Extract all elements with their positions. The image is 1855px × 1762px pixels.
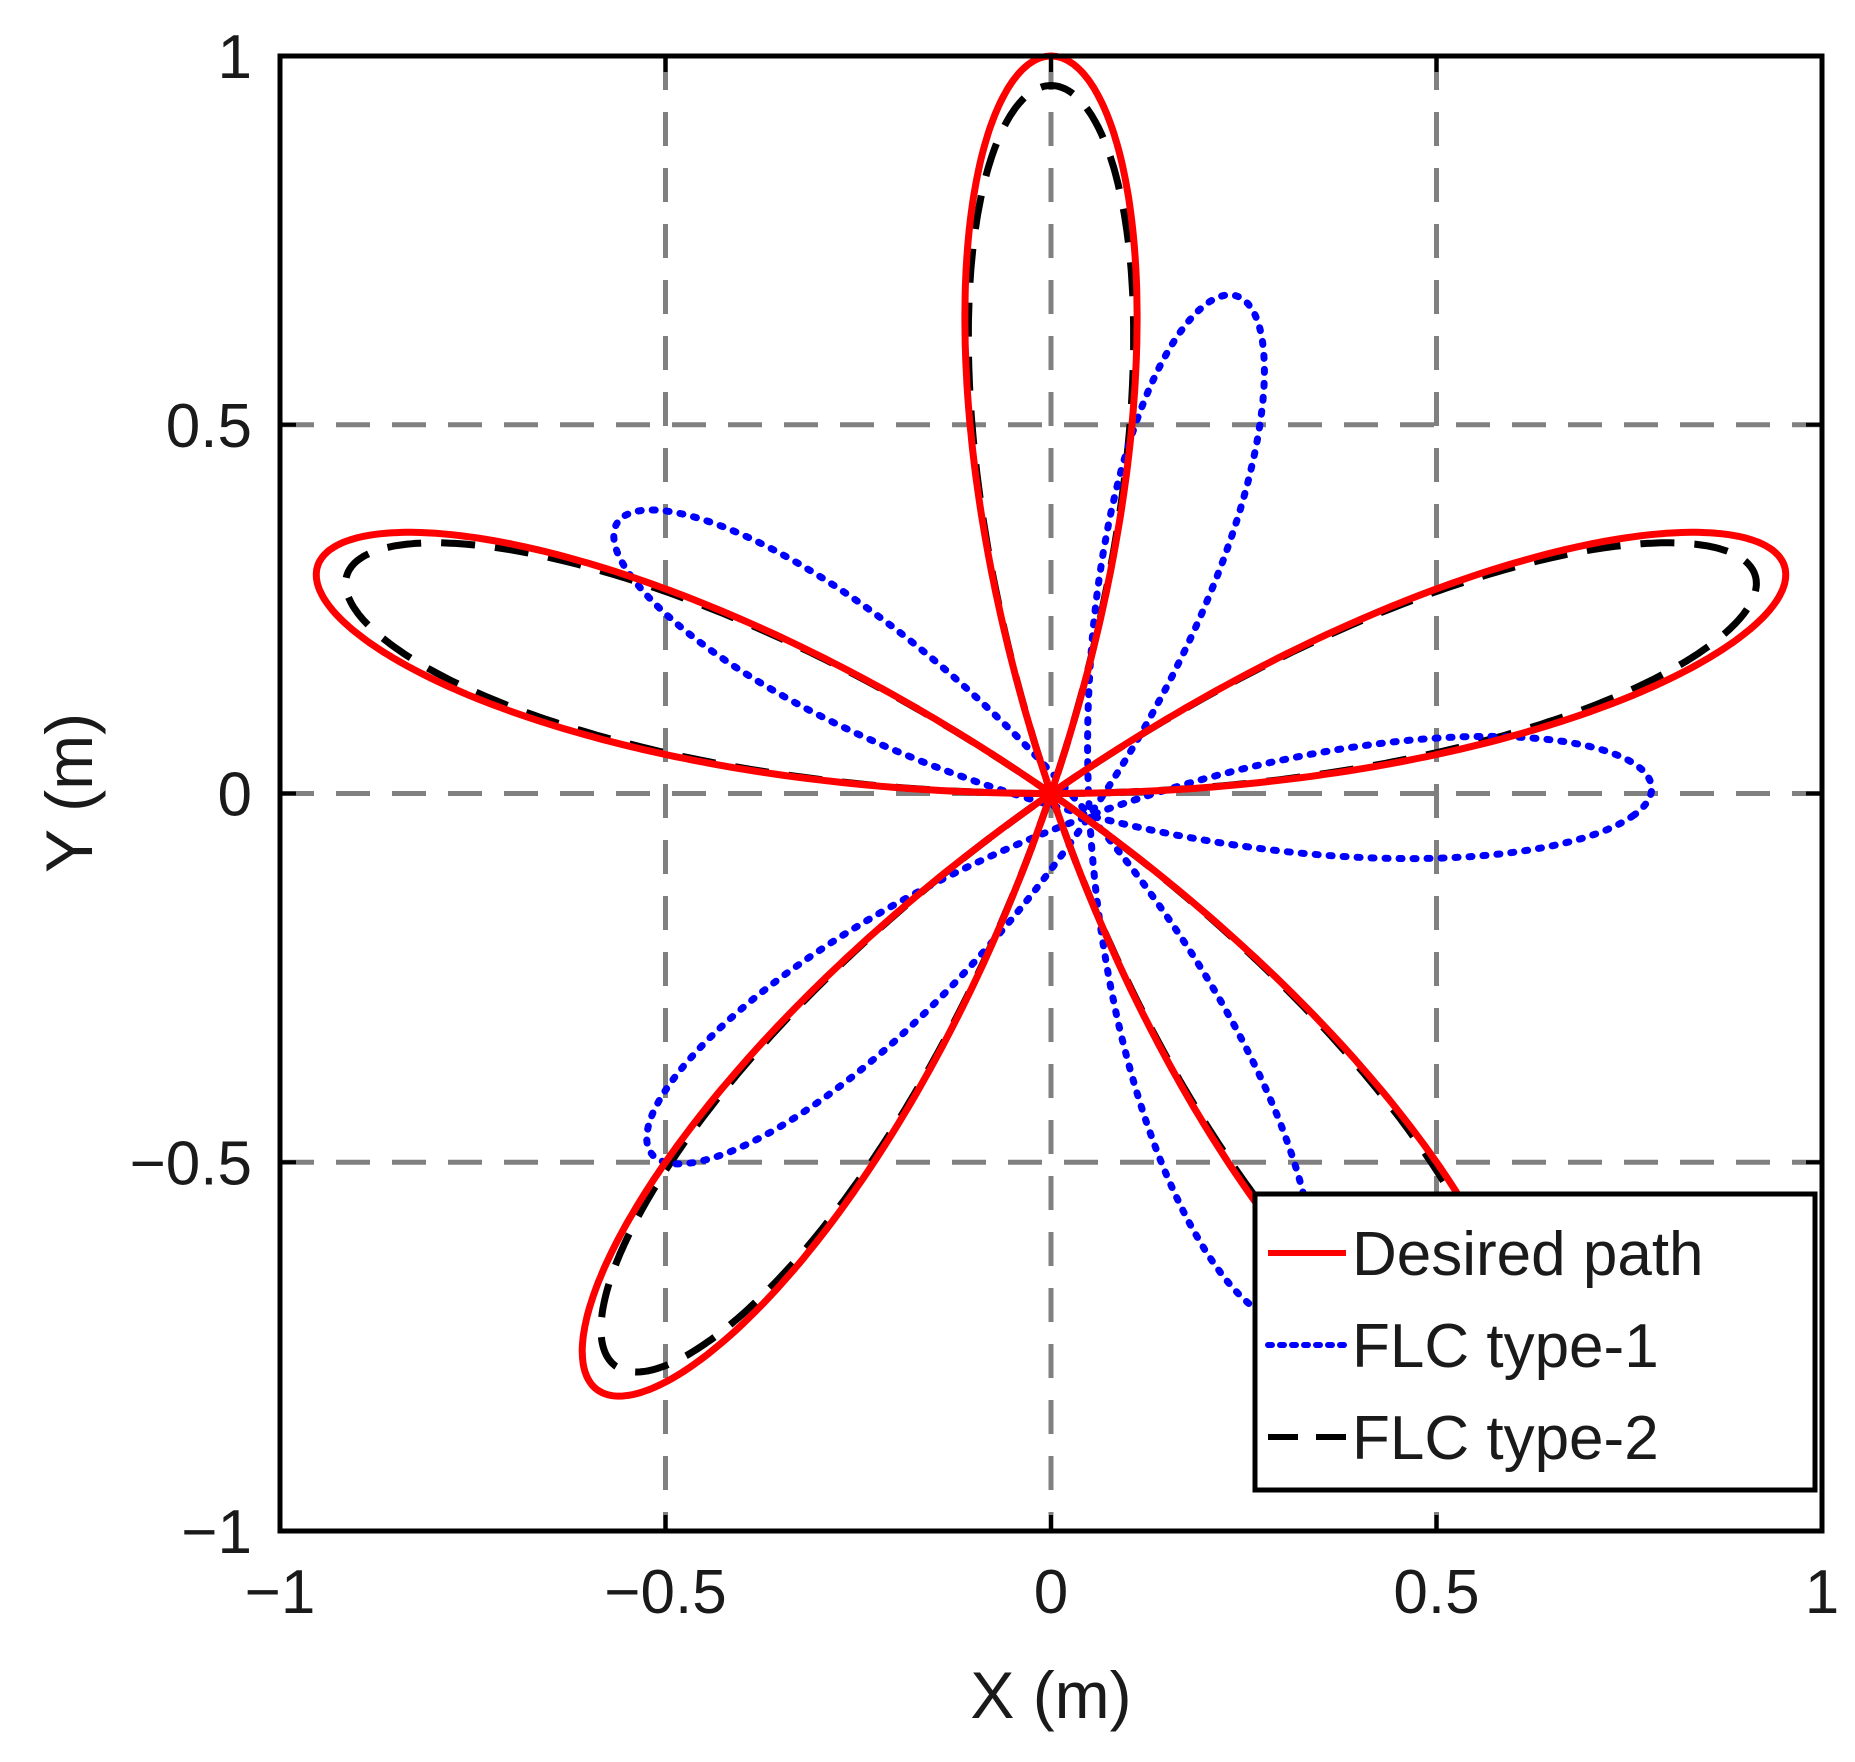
x-tick-label: −1 (245, 1558, 316, 1627)
tick-labels: −1 −0.5 0 0.5 1 −1 −0.5 0 0.5 1 (130, 23, 1840, 1627)
y-tick-label: 1 (218, 23, 252, 92)
legend-label-desired-path: Desired path (1352, 1220, 1704, 1289)
x-tick-label: 1 (1805, 1558, 1839, 1627)
y-tick-label: 0.5 (166, 392, 252, 461)
y-tick-label: 0 (218, 761, 252, 830)
legend-label-flc-type-2: FLC type-2 (1352, 1404, 1659, 1473)
legend-box (1252, 1191, 1818, 1493)
tick-marks (278, 54, 1824, 1533)
legend-label-flc-type-1: FLC type-1 (1352, 1312, 1659, 1381)
x-tick-label: −0.5 (604, 1558, 726, 1627)
y-axis-label: Y (m) (32, 713, 106, 873)
y-tick-label: −1 (181, 1498, 252, 1567)
x-tick-label: 0.5 (1393, 1558, 1479, 1627)
legend: Desired path FLC type-1 FLC type-2 (1252, 1191, 1818, 1493)
x-axis-label: X (m) (970, 1658, 1131, 1732)
y-tick-label: −0.5 (130, 1129, 252, 1198)
x-tick-label: 0 (1034, 1558, 1068, 1627)
